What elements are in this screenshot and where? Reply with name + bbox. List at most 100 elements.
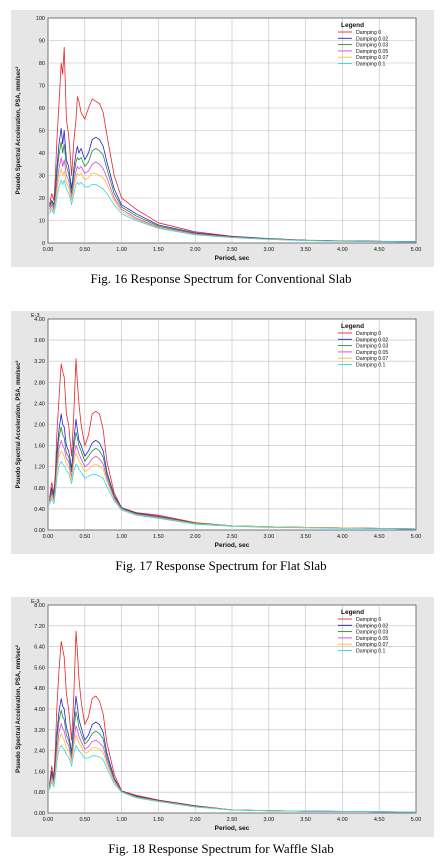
x-tick-label: 4.50: [374, 817, 385, 823]
x-tick-label: 3.00: [263, 817, 274, 823]
x-tick-label: 3.50: [300, 247, 311, 253]
y-tick-label: 1.60: [34, 444, 45, 450]
y-tick-label: 0.80: [34, 790, 45, 796]
x-tick-label: 1.00: [116, 534, 127, 540]
series-line: [49, 358, 417, 530]
response-spectrum-chart: 0.00 0.50 1.00 1.50 2.00 2.50 3.00 3.50 4.00 4.50…: [15, 599, 422, 832]
x-tick-label: 1.00: [116, 247, 127, 253]
x-tick-label: 5.00: [411, 817, 422, 823]
y-axis-label: Psuedo Spectral Acceleration, PSA, mm/se…: [15, 645, 22, 773]
y-tick-label: 30: [39, 174, 45, 180]
x-tick-label: 0.50: [79, 247, 90, 253]
series-line: [49, 46, 417, 243]
y-tick-label: 50: [39, 129, 45, 135]
legend-entry: Damping 0.03: [356, 630, 388, 636]
series-line: [49, 127, 417, 243]
response-spectrum-chart: 0.00 0.50 1.00 1.50 2.00 2.50 3.00 3.50 4.00 4.50…: [15, 16, 422, 262]
y-tick-label: 3.20: [34, 728, 45, 734]
y-tick-label: 4.00: [34, 707, 45, 713]
x-tick-label: 4.00: [337, 247, 348, 253]
x-tick-label: 5.00: [411, 247, 422, 253]
x-tick-label: 3.50: [300, 817, 311, 823]
legend-entry: Damping 0.05: [356, 636, 388, 642]
legend-entry: Damping 0: [356, 617, 381, 623]
y-tick-label: 80: [39, 61, 45, 67]
legend-entry: Damping 0.05: [356, 350, 388, 356]
legend-entry: Damping 0.02: [356, 36, 388, 42]
legend-entry: Damping 0.05: [356, 49, 388, 55]
legend-entry: Damping 0: [356, 331, 381, 337]
y-tick-label: 4.80: [34, 686, 45, 692]
y-tick-label: 90: [39, 39, 45, 45]
x-tick-label: 2.50: [227, 534, 238, 540]
legend-title: Legend: [341, 323, 364, 330]
x-tick-label: 1.50: [153, 534, 164, 540]
y-tick-label: 6.40: [34, 645, 45, 651]
y-tick-label: 1.20: [34, 465, 45, 471]
legend-title: Legend: [341, 609, 364, 616]
legend-entry: Damping 0.02: [356, 623, 388, 629]
y-tick-label: 2.00: [34, 423, 45, 429]
x-tick-label: 4.00: [337, 817, 348, 823]
series-line: [49, 460, 417, 530]
figure-caption: Fig. 18 Response Spectrum for Waffle Sla…: [108, 841, 334, 856]
x-tick-label: 2.00: [190, 534, 201, 540]
legend-title: Legend: [341, 22, 364, 29]
series-line: [49, 744, 417, 813]
figure-caption: Fig. 17 Response Spectrum for Flat Slab: [115, 558, 327, 573]
y-exponent-label: E-3: [31, 313, 40, 319]
y-tick-label: 3.20: [34, 359, 45, 365]
legend-entry: Damping 0.1: [356, 363, 386, 369]
legend-entry: Damping 0.07: [356, 356, 388, 362]
y-tick-label: 0.00: [34, 528, 45, 534]
y-axis-label: Psuedo Spectral Acceleration, PSA, mm/se…: [15, 361, 22, 489]
y-tick-label: 100: [36, 16, 45, 22]
x-axis-label: Period, sec: [215, 255, 250, 262]
legend-entry: Damping 0.03: [356, 344, 388, 350]
x-axis-label: Period, sec: [215, 825, 250, 832]
series-line: [49, 168, 417, 243]
x-tick-label: 4.00: [337, 534, 348, 540]
y-tick-label: 2.40: [34, 401, 45, 407]
legend-entry: Damping 0.1: [356, 649, 386, 655]
legend-entry: Damping 0: [356, 30, 381, 36]
x-tick-label: 1.50: [153, 817, 164, 823]
x-tick-label: 4.50: [374, 534, 385, 540]
y-tick-label: 20: [39, 196, 45, 202]
legend-entry: Damping 0.07: [356, 55, 388, 61]
x-tick-label: 3.50: [300, 534, 311, 540]
x-tick-label: 5.00: [411, 534, 422, 540]
x-tick-label: 0.50: [79, 534, 90, 540]
x-tick-label: 0.00: [43, 247, 54, 253]
y-tick-label: 60: [39, 106, 45, 112]
x-tick-label: 1.00: [116, 817, 127, 823]
y-tick-label: 2.40: [34, 749, 45, 755]
response-spectrum-chart: 0.00 0.50 1.00 1.50 2.00 2.50 3.00 3.50 4.00 4.50…: [15, 313, 422, 549]
y-tick-label: 2.80: [34, 380, 45, 386]
y-exponent-label: E-3: [31, 599, 40, 605]
y-tick-label: 4.00: [34, 317, 45, 323]
x-tick-label: 0.00: [43, 534, 54, 540]
x-tick-label: 0.50: [79, 817, 90, 823]
chart-panel: 0.00 0.50 1.00 1.50 2.00 2.50 3.00 3.50 4.00 4.50…: [11, 10, 434, 267]
legend-entry: Damping 0.03: [356, 43, 388, 49]
legend-entry: Damping 0.07: [356, 642, 388, 648]
x-tick-label: 2.00: [190, 817, 201, 823]
x-tick-label: 1.50: [153, 247, 164, 253]
y-tick-label: 7.20: [34, 624, 45, 630]
x-axis-label: Period, sec: [215, 542, 250, 549]
y-tick-label: 1.60: [34, 769, 45, 775]
x-tick-label: 2.50: [227, 247, 238, 253]
y-tick-label: 70: [39, 84, 45, 90]
chart-panel: 0.00 0.50 1.00 1.50 2.00 2.50 3.00 3.50 4.00 4.50…: [11, 597, 434, 837]
y-tick-label: 0.80: [34, 486, 45, 492]
y-tick-label: 8.00: [34, 603, 45, 609]
legend-entry: Damping 0.1: [356, 62, 386, 68]
y-tick-label: 0.00: [34, 811, 45, 817]
y-tick-label: 10: [39, 219, 45, 225]
x-tick-label: 4.50: [374, 247, 385, 253]
series-line: [49, 179, 417, 243]
legend-entry: Damping 0.02: [356, 337, 388, 343]
x-tick-label: 2.00: [190, 247, 201, 253]
y-axis-label: Psuedo Spectral Acceleration, PSA, mm/se…: [15, 67, 22, 195]
